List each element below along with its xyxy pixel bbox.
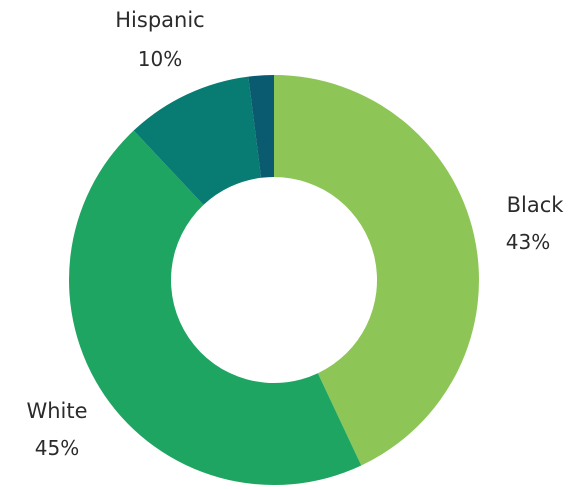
slice-white [69,130,362,485]
slice-value-black: 43% [506,230,550,254]
slice-label-white: White [26,399,87,423]
slice-hispanic [133,76,262,205]
slice-label-hispanic: Hispanic [115,8,204,32]
slice-other [248,75,274,178]
slice-value-white: 45% [35,436,79,460]
slice-label-black: Black [507,193,565,217]
slice-black [274,75,479,466]
slices-group [69,75,479,485]
slice-value-hispanic: 10% [138,47,182,71]
